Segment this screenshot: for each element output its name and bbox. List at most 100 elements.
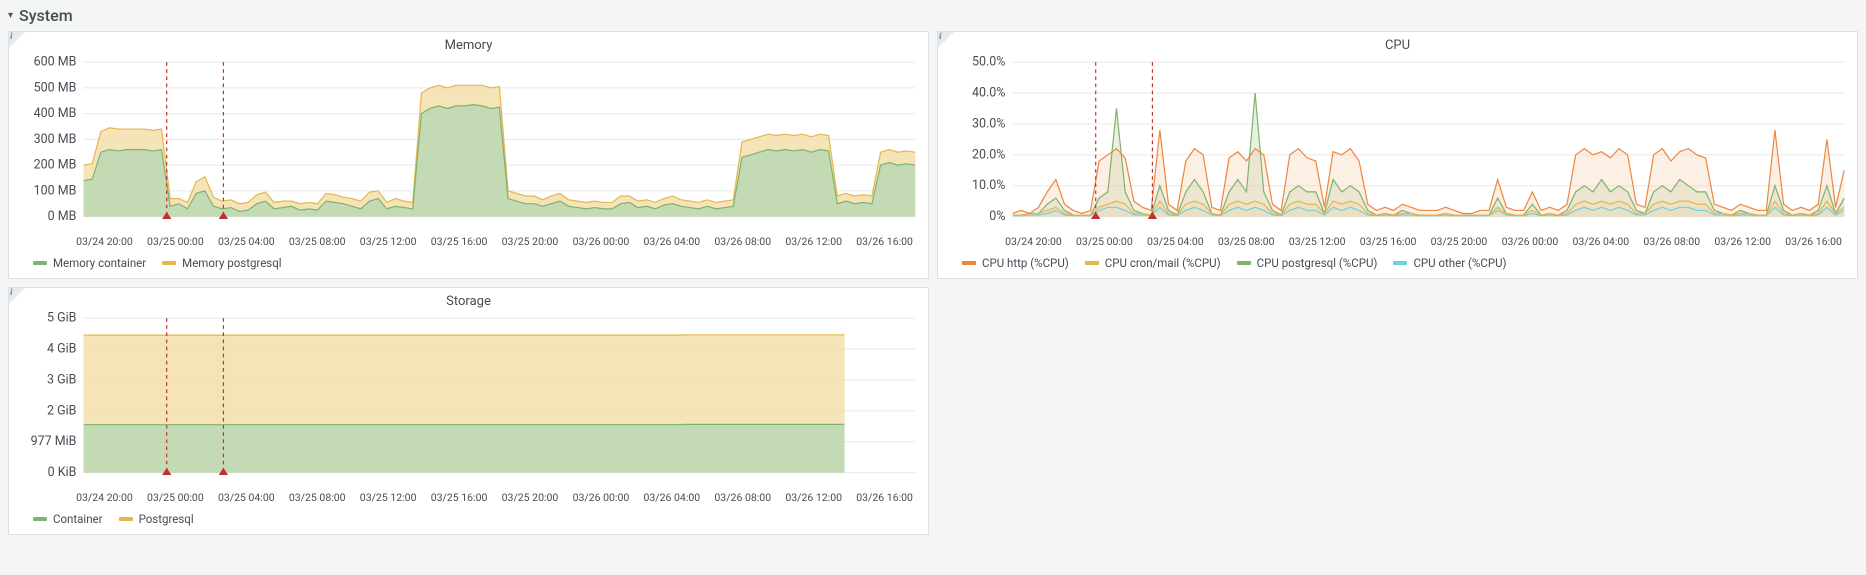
legend-label: Postgresql	[139, 512, 194, 526]
panel-info-corner[interactable]: i	[9, 32, 25, 48]
x-tick-label: 03/25 16:00	[424, 235, 495, 248]
svg-text:400 MB: 400 MB	[34, 106, 77, 121]
svg-text:20.0%: 20.0%	[972, 147, 1005, 162]
x-tick-label: 03/24 20:00	[998, 235, 1069, 248]
x-tick-label: 03/26 08:00	[1636, 235, 1707, 248]
x-tick-label: 03/26 04:00	[636, 491, 707, 504]
svg-text:40.0%: 40.0%	[972, 86, 1005, 101]
x-tick-label: 03/25 04:00	[211, 491, 282, 504]
panel-storage: i Storage 0 KiB 977 MiB 2 GiB 3 GiB 4 GiB 5 G…	[8, 287, 929, 535]
panel-title: Memory	[9, 32, 928, 55]
x-tick-label: 03/25 00:00	[1069, 235, 1140, 248]
svg-text:0 MB: 0 MB	[48, 209, 77, 224]
panel-cpu: i CPU 0%10.0%20.0%30.0%40.0%50.0% 03/24 …	[937, 31, 1858, 279]
panel-info-corner[interactable]: i	[938, 32, 954, 48]
svg-text:977 MiB: 977 MiB	[31, 434, 77, 449]
x-tick-label: 03/26 04:00	[636, 235, 707, 248]
svg-text:500 MB: 500 MB	[34, 80, 77, 95]
x-tick-label: 03/25 16:00	[1353, 235, 1424, 248]
x-axis-ticks: 03/24 20:0003/25 00:0003/25 04:0003/25 0…	[69, 489, 920, 508]
x-tick-label: 03/25 12:00	[353, 235, 424, 248]
svg-text:30.0%: 30.0%	[972, 116, 1005, 131]
legend-item[interactable]: Memory postgresql	[162, 256, 281, 270]
x-tick-label: 03/26 08:00	[707, 235, 778, 248]
legend-label: Memory postgresql	[182, 256, 281, 270]
legend-swatch	[33, 517, 47, 521]
legend-swatch	[119, 517, 133, 521]
legend-label: CPU http (%CPU)	[982, 256, 1069, 270]
svg-text:200 MB: 200 MB	[34, 158, 77, 173]
legend-swatch	[962, 261, 976, 265]
x-tick-label: 03/26 12:00	[1707, 235, 1778, 248]
x-tick-label: 03/25 08:00	[282, 491, 353, 504]
legend-swatch	[162, 261, 176, 265]
legend-swatch	[1393, 261, 1407, 265]
svg-text:3 GiB: 3 GiB	[47, 373, 77, 388]
x-tick-label: 03/25 20:00	[495, 491, 566, 504]
chart-memory[interactable]: 0 MB 100 MB 200 MB 300 MB 400 MB 500 MB 600 MB…	[9, 55, 928, 252]
x-tick-label: 03/25 20:00	[495, 235, 566, 248]
x-tick-label: 03/26 12:00	[778, 235, 849, 248]
section-title: System	[19, 6, 73, 25]
panel-title: Storage	[9, 288, 928, 311]
legend: CPU http (%CPU) CPU cron/mail (%CPU) CPU p…	[938, 252, 1857, 278]
chart-cpu[interactable]: 0%10.0%20.0%30.0%40.0%50.0% 03/24 20:000…	[938, 55, 1857, 252]
x-tick-label: 03/25 00:00	[140, 491, 211, 504]
x-tick-label: 03/25 00:00	[140, 235, 211, 248]
empty-cell	[937, 287, 1858, 535]
panel-info-corner[interactable]: i	[9, 288, 25, 304]
x-tick-label: 03/26 16:00	[849, 491, 920, 504]
panels-grid: i Memory 0 MB 100 MB 200 MB 300 MB 400 MB 500…	[8, 31, 1858, 535]
chart-storage[interactable]: 0 KiB 977 MiB 2 GiB 3 GiB 4 GiB 5 GiB 03/24 2…	[9, 311, 928, 508]
svg-text:100 MB: 100 MB	[34, 183, 77, 198]
x-tick-label: 03/26 12:00	[778, 491, 849, 504]
svg-text:2 GiB: 2 GiB	[47, 404, 77, 419]
x-tick-label: 03/26 08:00	[707, 491, 778, 504]
legend-item[interactable]: CPU http (%CPU)	[962, 256, 1069, 270]
x-tick-label: 03/25 08:00	[282, 235, 353, 248]
x-tick-label: 03/26 04:00	[1565, 235, 1636, 248]
x-tick-label: 03/26 00:00	[1494, 235, 1565, 248]
legend-label: CPU other (%CPU)	[1413, 256, 1506, 270]
x-tick-label: 03/25 20:00	[1424, 235, 1495, 248]
x-tick-label: 03/25 12:00	[353, 491, 424, 504]
info-icon: i	[939, 31, 942, 41]
legend-item[interactable]: Memory container	[33, 256, 146, 270]
legend-item[interactable]: Container	[33, 512, 103, 526]
x-tick-label: 03/25 08:00	[1211, 235, 1282, 248]
legend-swatch	[1237, 261, 1251, 265]
svg-text:4 GiB: 4 GiB	[47, 342, 77, 357]
legend-label: Container	[53, 512, 103, 526]
x-axis-ticks: 03/24 20:0003/25 00:0003/25 04:0003/25 0…	[998, 233, 1849, 252]
legend: Memory container Memory postgresql	[9, 252, 928, 278]
svg-text:300 MB: 300 MB	[34, 132, 77, 147]
chevron-down-icon: ▾	[8, 10, 13, 21]
legend-label: CPU cron/mail (%CPU)	[1105, 256, 1221, 270]
info-icon: i	[10, 287, 13, 297]
x-tick-label: 03/25 12:00	[1282, 235, 1353, 248]
x-tick-label: 03/24 20:00	[69, 491, 140, 504]
legend-item[interactable]: CPU postgresql (%CPU)	[1237, 256, 1378, 270]
svg-text:5 GiB: 5 GiB	[47, 311, 77, 326]
legend-label: CPU postgresql (%CPU)	[1257, 256, 1378, 270]
svg-text:50.0%: 50.0%	[972, 55, 1005, 70]
legend-item[interactable]: CPU other (%CPU)	[1393, 256, 1506, 270]
x-tick-label: 03/26 16:00	[849, 235, 920, 248]
x-tick-label: 03/25 16:00	[424, 491, 495, 504]
panel-memory: i Memory 0 MB 100 MB 200 MB 300 MB 400 MB 500…	[8, 31, 929, 279]
x-tick-label: 03/26 00:00	[565, 491, 636, 504]
x-tick-label: 03/26 00:00	[565, 235, 636, 248]
legend-label: Memory container	[53, 256, 146, 270]
legend: Container Postgresql	[9, 508, 928, 534]
legend-swatch	[33, 261, 47, 265]
x-tick-label: 03/24 20:00	[69, 235, 140, 248]
legend-item[interactable]: Postgresql	[119, 512, 194, 526]
x-tick-label: 03/26 16:00	[1778, 235, 1849, 248]
info-icon: i	[10, 31, 13, 41]
legend-item[interactable]: CPU cron/mail (%CPU)	[1085, 256, 1221, 270]
svg-text:0 KiB: 0 KiB	[48, 465, 77, 480]
x-axis-ticks: 03/24 20:0003/25 00:0003/25 04:0003/25 0…	[69, 233, 920, 252]
section-header[interactable]: ▾ System	[8, 4, 1858, 31]
panel-title: CPU	[938, 32, 1857, 55]
svg-text:600 MB: 600 MB	[34, 55, 77, 70]
